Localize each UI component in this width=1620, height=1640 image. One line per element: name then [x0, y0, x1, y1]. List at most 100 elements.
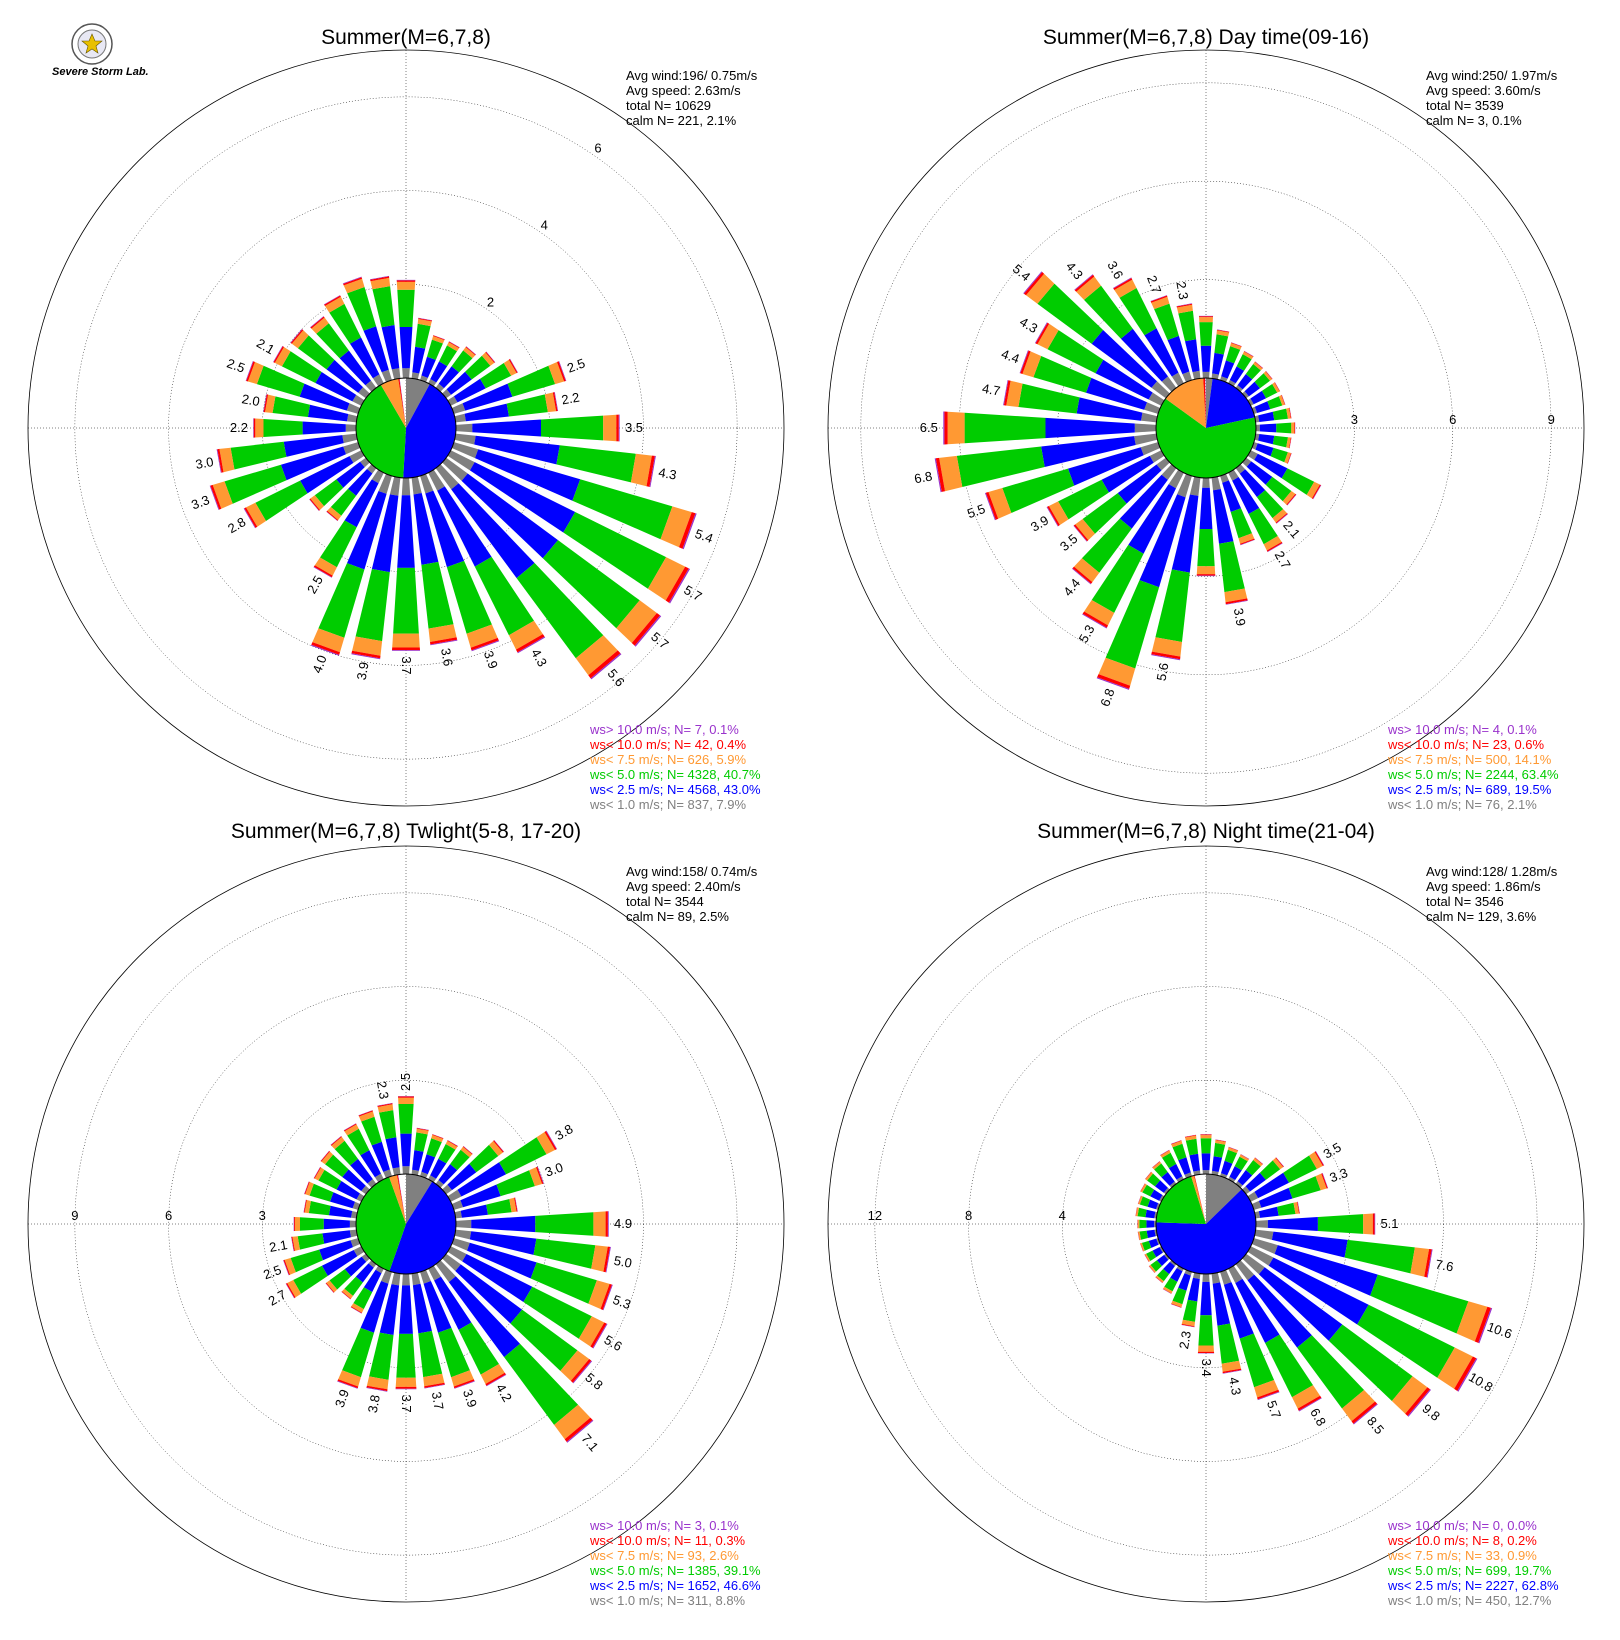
- lab-seal-icon: [71, 23, 113, 65]
- wind-bar-segment: [1224, 1149, 1237, 1164]
- bar-value-label: 6.8: [913, 468, 933, 486]
- bar-value-label: 7.1: [579, 1431, 602, 1454]
- wind-bar-segment: [253, 418, 254, 438]
- bar-value-label: 5.4: [1010, 261, 1033, 284]
- legend-entry: ws< 1.0 m/s; N= 311, 8.8%: [589, 1593, 746, 1608]
- wind-bar-segment: [299, 383, 350, 411]
- wind-bar-segment: [1181, 1319, 1195, 1327]
- wind-bar-segment: [342, 1288, 353, 1299]
- wind-bar-segment: [418, 317, 433, 321]
- wind-bar-segment: [1037, 323, 1059, 350]
- wind-bar-segment: [265, 394, 276, 413]
- wind-bar-segment: [399, 327, 413, 369]
- wind-bar-segment: [1140, 1243, 1144, 1252]
- wind-bar-segment: [418, 318, 432, 322]
- stats-line: Avg wind:158/ 0.74m/s: [626, 864, 758, 879]
- wind-bar-segment: [1272, 509, 1287, 523]
- wind-bar-segment: [1168, 1163, 1183, 1180]
- wind-bar-segment: [366, 1387, 388, 1392]
- wind-bar-segment: [1120, 328, 1168, 382]
- wind-bar-segment: [445, 1140, 458, 1150]
- wind-bar-segment: [1456, 1301, 1488, 1342]
- wind-bar-segment: [475, 449, 581, 501]
- speed-pie-slice: [1156, 1176, 1206, 1224]
- wind-bar-segment: [1022, 351, 1042, 378]
- wind-bar-segment: [321, 1250, 358, 1276]
- wind-bar-segment: [451, 483, 535, 579]
- bar-value-label: 4.7: [981, 381, 1001, 399]
- legend-entry: ws< 10.0 m/s; N= 8, 0.2%: [1387, 1533, 1537, 1548]
- wind-bar-segment: [1216, 329, 1230, 333]
- wind-bar-segment: [309, 498, 320, 511]
- bar-value-label: 6.5: [920, 420, 938, 435]
- wind-bar-segment: [1292, 1385, 1321, 1409]
- wind-bar-segment: [1342, 1390, 1376, 1422]
- wind-bar-segment: [1200, 1135, 1212, 1139]
- wind-bar-segment: [377, 1102, 393, 1106]
- wind-bar-segment: [1306, 481, 1320, 499]
- wind-bar-segment: [1199, 322, 1213, 346]
- legend-entry: ws< 2.5 m/s; N= 4568, 43.0%: [589, 782, 761, 797]
- wind-bar-segment: [1047, 506, 1060, 527]
- wind-bar-segment: [1215, 1139, 1226, 1142]
- bar-value-label: 3.9: [354, 661, 372, 681]
- legend-entry: ws< 7.5 m/s; N= 626, 5.9%: [589, 752, 747, 767]
- wind-bar-segment: [544, 392, 557, 413]
- wind-bar-segment: [1272, 435, 1288, 448]
- bar-value-label: 4.4: [1060, 576, 1083, 599]
- wind-bar-segment: [369, 1332, 394, 1380]
- bar-value-label: 4.2: [493, 1381, 515, 1404]
- wind-bar-segment: [334, 1140, 358, 1166]
- wind-bar-segment: [1255, 443, 1274, 457]
- wind-bar-segment: [1228, 1147, 1239, 1151]
- ring-label: 6: [165, 1208, 172, 1223]
- wind-bar-segment: [438, 1327, 470, 1378]
- speed-pie-slice: [396, 1174, 406, 1224]
- wind-bar-segment: [1196, 566, 1216, 575]
- bar-value-label: 3.9: [1028, 513, 1051, 535]
- bar-value-label: 5.0: [613, 1253, 633, 1271]
- speed-pie-slice: [1155, 1189, 1256, 1274]
- wind-bar-segment: [1117, 464, 1162, 504]
- wind-bar-segment: [1254, 453, 1288, 479]
- wind-bar-segment: [291, 330, 309, 349]
- wind-bar-segment: [474, 556, 534, 636]
- wind-bar-segment: [397, 495, 415, 568]
- wind-bar-segment: [391, 1272, 401, 1286]
- wind-bar-segment: [372, 286, 395, 328]
- wind-bar-segment: [1200, 1138, 1212, 1154]
- wind-bar-segment: [1141, 1240, 1152, 1251]
- lab-logo-text: Severe Storm Lab.: [52, 66, 149, 78]
- wind-bar-segment: [455, 423, 473, 433]
- wind-bar-segment: [451, 1370, 474, 1387]
- wind-bar-segment: [1219, 541, 1245, 593]
- wind-bar-segment: [1184, 1134, 1197, 1138]
- ring-label: 4: [1059, 1208, 1066, 1223]
- speed-pie-slice: [406, 377, 430, 428]
- wind-bar-segment: [432, 336, 445, 344]
- wind-bar-segment: [1134, 423, 1157, 433]
- wind-bar-segment: [590, 653, 622, 680]
- bar-value-label: 4.4: [999, 346, 1021, 366]
- wind-bar-segment: [1228, 469, 1239, 481]
- grid-ring: [1057, 279, 1355, 577]
- wind-bar-segment: [1119, 474, 1168, 529]
- wind-bar-segment: [347, 287, 377, 331]
- bar-value-label: 2.2: [560, 390, 580, 408]
- wind-bar-segment: [1148, 1238, 1159, 1248]
- wind-bar-segment: [536, 1132, 555, 1155]
- bar-value-label: 5.6: [605, 666, 628, 689]
- wind-bar-segment: [1145, 1171, 1152, 1180]
- wind-bar-segment: [1255, 424, 1260, 432]
- wind-bar-segment: [509, 1197, 517, 1213]
- wind-bar-segment: [353, 1287, 373, 1310]
- wind-bar-segment: [1164, 1253, 1170, 1260]
- speed-pie-slice: [1205, 377, 1206, 428]
- wind-bar-segment: [325, 1283, 334, 1293]
- wind-bar-segment: [447, 450, 475, 471]
- wind-bar-segment: [1161, 1172, 1175, 1186]
- wind-bar-segment: [428, 469, 445, 491]
- wind-bar-segment: [1266, 541, 1283, 552]
- wind-bar-segment: [447, 1246, 467, 1262]
- wind-bar-segment: [310, 495, 324, 510]
